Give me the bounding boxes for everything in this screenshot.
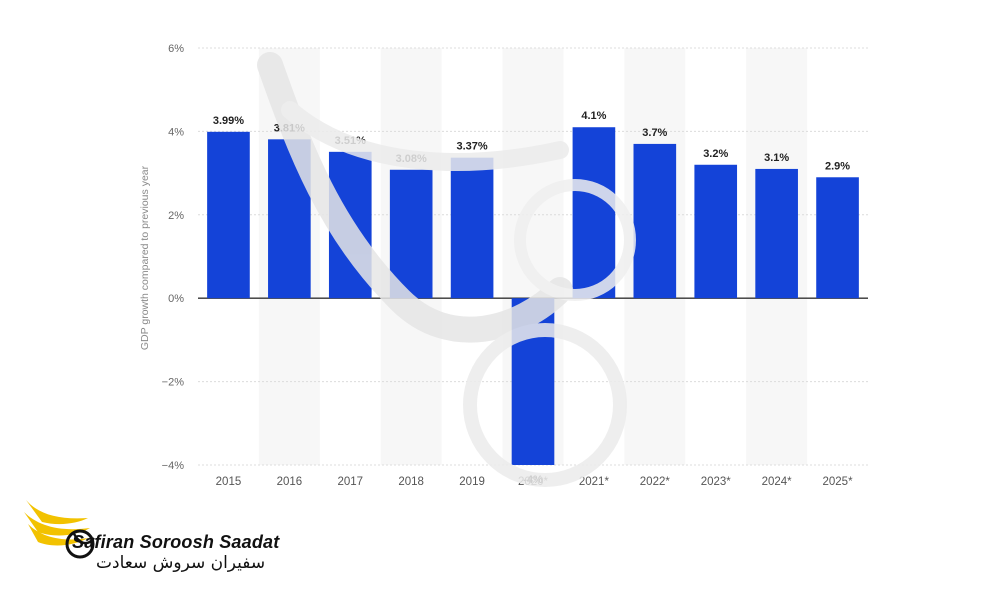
data-label: 3.99%	[213, 115, 244, 127]
bar	[633, 143, 677, 299]
x-tick-label: 2019	[459, 476, 485, 488]
data-label: 4.1%	[581, 110, 606, 122]
data-label: 3.7%	[642, 127, 667, 139]
data-label: 3.2%	[703, 148, 728, 160]
x-tick-label: 2024*	[762, 476, 793, 488]
bar	[694, 164, 738, 299]
bar	[816, 177, 859, 299]
data-label: 3.1%	[764, 152, 789, 164]
y-axis-ticks: 6% 4% 2% 0% −2% −4%	[162, 43, 185, 472]
brand-name-en: Safiran Soroosh Saadat	[72, 532, 280, 552]
bar	[389, 169, 433, 299]
y-tick-label: −4%	[162, 460, 185, 472]
x-axis-ticks: 2015 2016 2017 2018 2019 2020* 2021* 2022* 2023*…	[216, 476, 853, 488]
data-label: 2.9%	[825, 160, 850, 172]
y-tick-label: 0%	[168, 293, 184, 305]
y-tick-label: 6%	[168, 43, 184, 55]
bar	[450, 157, 494, 299]
watermark-emblem	[257, 52, 636, 487]
x-tick-label: 2018	[398, 476, 424, 488]
bar	[755, 168, 798, 299]
brand-name-fa: سفیران سروش سعادت	[96, 553, 266, 573]
y-tick-label: 4%	[168, 126, 184, 138]
y-axis-label: GDP growth compared to previous year	[139, 165, 151, 350]
bar	[572, 127, 616, 299]
data-label: 3.37%	[456, 141, 487, 153]
x-tick-label: 2025*	[823, 476, 854, 488]
x-tick-label: 2017	[337, 476, 363, 488]
x-tick-label: 2016	[277, 476, 303, 488]
x-tick-label: 2021*	[579, 476, 610, 488]
y-tick-label: 2%	[168, 210, 184, 222]
x-tick-label: 2015	[216, 476, 242, 488]
x-tick-label: 2022*	[640, 476, 671, 488]
bar	[207, 131, 250, 299]
bars	[207, 127, 859, 465]
brand-logo	[24, 500, 95, 559]
x-tick-label: 2023*	[701, 476, 732, 488]
y-tick-label: −2%	[162, 377, 185, 389]
